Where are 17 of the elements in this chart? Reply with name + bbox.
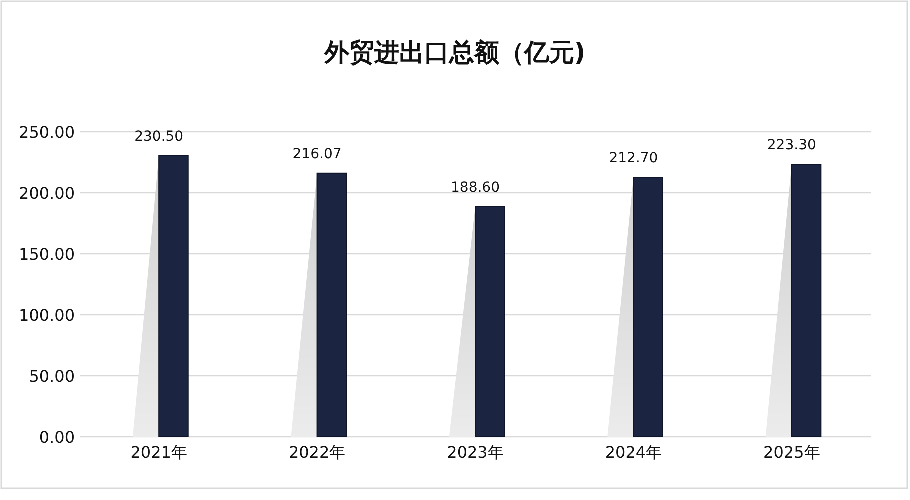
- x-tick-label: 2025年: [764, 443, 820, 462]
- y-tick-label: 250.00: [19, 123, 75, 142]
- data-label: 188.60: [451, 180, 500, 196]
- x-tick-label: 2022年: [288, 443, 346, 462]
- x-tick-label: 2023年: [447, 443, 504, 462]
- data-label: 212.70: [609, 150, 658, 167]
- x-tick-label: 2021年: [130, 443, 188, 462]
- data-label: 216.07: [292, 146, 342, 162]
- chart-title: 外贸进出口总额（亿元): [323, 38, 586, 67]
- y-tick-label: 50.00: [29, 367, 75, 386]
- x-tick-label: 2024年: [605, 443, 662, 462]
- y-tick-label: 150.00: [19, 245, 75, 264]
- y-tick-label: 0.00: [39, 428, 75, 447]
- data-label: 223.30: [767, 138, 816, 154]
- y-tick-label: 100.00: [19, 306, 75, 325]
- y-tick-label: 200.00: [19, 184, 75, 203]
- data-label: 230.50: [134, 128, 184, 145]
